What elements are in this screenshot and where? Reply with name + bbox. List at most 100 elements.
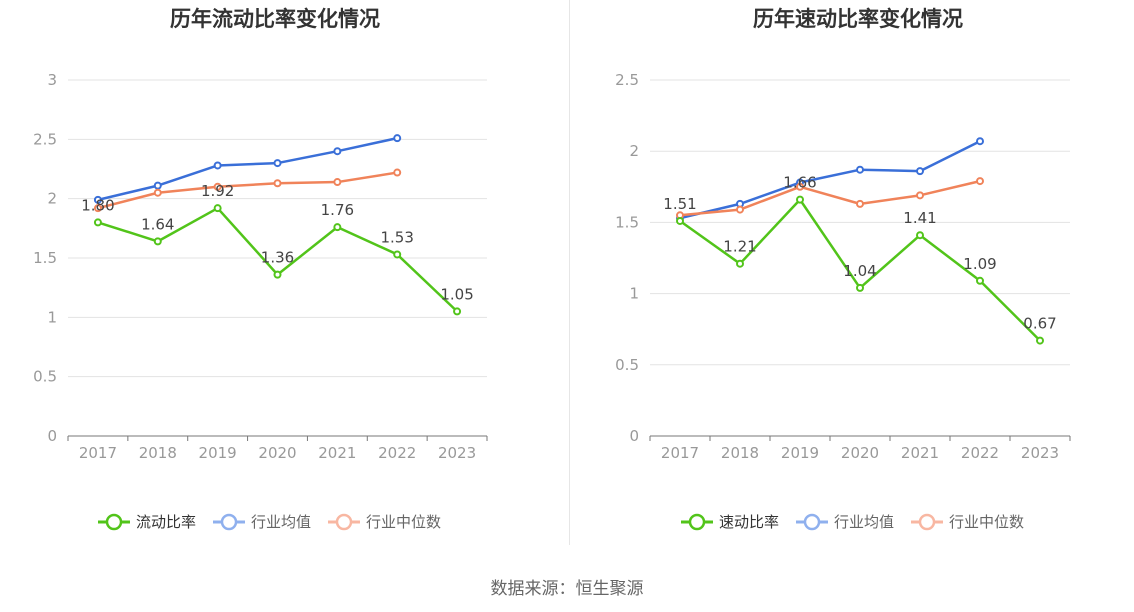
data-point-company bbox=[1036, 336, 1044, 345]
x-tick-label: 2019 bbox=[781, 444, 819, 462]
data-point-company bbox=[916, 231, 924, 240]
quick-ratio-chart: 历年速动比率变化情况 0 0.5 1 1.5 2 2.5 2017 2018 2019 2020 20… bbox=[615, 7, 1071, 531]
data-label: 1.05 bbox=[440, 285, 473, 303]
y-tick-label: 2.5 bbox=[33, 130, 57, 148]
legend-label: 行业均值 bbox=[251, 513, 311, 531]
data-point-median bbox=[153, 188, 162, 197]
y-tick-label: 1.5 bbox=[33, 249, 57, 267]
data-label: 1.04 bbox=[843, 262, 876, 280]
data-point-company bbox=[93, 218, 102, 227]
data-label: 1.92 bbox=[201, 182, 234, 200]
data-point-mean bbox=[393, 134, 402, 143]
data-point-median bbox=[213, 182, 222, 191]
legend-swatch-marker bbox=[220, 513, 238, 531]
y-tick-label: 2 bbox=[47, 190, 57, 208]
data-point-company bbox=[976, 276, 984, 285]
legend-swatch-marker bbox=[688, 513, 706, 531]
data-point-median bbox=[856, 199, 864, 208]
data-point-company bbox=[676, 216, 684, 225]
x-tick-label: 2021 bbox=[901, 444, 939, 462]
data-point-mean bbox=[93, 195, 102, 204]
data-label: 1.66 bbox=[783, 174, 816, 192]
y-tick-label: 1.5 bbox=[615, 213, 639, 231]
series-line-median bbox=[679, 179, 981, 217]
x-tick-label: 2022 bbox=[378, 444, 416, 462]
legend-item: 行业均值 bbox=[796, 513, 894, 531]
y-tick-label: 1 bbox=[629, 285, 639, 303]
data-point-company bbox=[333, 223, 342, 232]
legend-swatch-marker bbox=[335, 513, 353, 531]
data-point-mean bbox=[916, 167, 924, 176]
legend-item: 速动比率 bbox=[681, 513, 779, 531]
data-point-mean bbox=[856, 165, 864, 174]
data-label: 1.41 bbox=[903, 209, 936, 227]
y-tick-label: 2 bbox=[629, 142, 639, 160]
x-tick-label: 2022 bbox=[961, 444, 999, 462]
data-point-median bbox=[736, 205, 744, 214]
legend-swatch-marker bbox=[105, 513, 123, 531]
data-point-median bbox=[93, 204, 102, 213]
x-tick-label: 2019 bbox=[199, 444, 237, 462]
y-tick-label: 0 bbox=[629, 427, 639, 445]
data-label: 1.21 bbox=[723, 238, 756, 256]
y-tick-label: 0.5 bbox=[33, 368, 57, 386]
data-label: 1.80 bbox=[81, 196, 114, 214]
data-label: 0.67 bbox=[1023, 315, 1056, 333]
series-line-median bbox=[97, 171, 398, 210]
data-point-company bbox=[453, 307, 462, 316]
x-tick-label: 2017 bbox=[661, 444, 699, 462]
data-point-median bbox=[333, 178, 342, 187]
x-tick-label: 2023 bbox=[438, 444, 476, 462]
legend-item: 流动比率 bbox=[98, 513, 196, 531]
chart-title: 历年速动比率变化情况 bbox=[753, 7, 963, 31]
x-tick-label: 2018 bbox=[721, 444, 759, 462]
data-point-company bbox=[796, 195, 804, 204]
data-point-median bbox=[976, 177, 984, 186]
x-tick-label: 2018 bbox=[139, 444, 177, 462]
data-label: 1.51 bbox=[663, 195, 696, 213]
data-point-mean bbox=[273, 159, 282, 168]
data-source-label: 数据来源：恒生聚源 bbox=[490, 579, 644, 599]
legend-label: 流动比率 bbox=[136, 513, 196, 531]
legend-swatch-marker bbox=[918, 513, 936, 531]
data-label: 1.09 bbox=[963, 255, 996, 273]
data-point-company bbox=[153, 237, 162, 246]
x-tick-label: 2021 bbox=[318, 444, 356, 462]
data-point-median bbox=[393, 168, 402, 177]
legend-label: 行业均值 bbox=[834, 513, 894, 531]
data-point-mean bbox=[976, 137, 984, 146]
legend-item: 行业均值 bbox=[213, 513, 311, 531]
x-tick-label: 2017 bbox=[79, 444, 117, 462]
legend-item: 行业中位数 bbox=[328, 513, 441, 531]
series-line-mean bbox=[679, 140, 981, 220]
y-tick-label: 0 bbox=[47, 427, 57, 445]
legend-label: 行业中位数 bbox=[366, 513, 441, 531]
data-point-company bbox=[213, 204, 222, 213]
y-tick-label: 2.5 bbox=[615, 71, 639, 89]
current-ratio-chart: 历年流动比率变化情况 0 0.5 1 1.5 2 2.5 3 2017 2018 2019 2020 2… bbox=[33, 7, 488, 531]
data-label: 1.64 bbox=[141, 215, 174, 233]
x-tick-label: 2023 bbox=[1021, 444, 1059, 462]
data-point-mean bbox=[153, 181, 162, 190]
y-tick-label: 1 bbox=[47, 308, 57, 326]
legend-swatch-marker bbox=[803, 513, 821, 531]
chart-divider bbox=[569, 0, 570, 545]
legend-item: 行业中位数 bbox=[911, 513, 1024, 531]
data-point-company bbox=[856, 283, 864, 292]
y-tick-label: 3 bbox=[47, 71, 57, 89]
legend-label: 行业中位数 bbox=[949, 513, 1024, 531]
x-tick-label: 2020 bbox=[841, 444, 879, 462]
data-point-median bbox=[273, 179, 282, 188]
data-point-mean bbox=[213, 161, 222, 170]
data-point-company bbox=[736, 259, 744, 268]
series-line-mean bbox=[97, 136, 398, 202]
y-tick-label: 0.5 bbox=[615, 356, 639, 374]
data-point-mean bbox=[333, 147, 342, 156]
data-label: 1.76 bbox=[321, 201, 354, 219]
data-point-company bbox=[273, 270, 282, 279]
data-label: 1.53 bbox=[381, 228, 414, 246]
legend-label: 速动比率 bbox=[719, 513, 779, 531]
data-label: 1.36 bbox=[261, 249, 294, 267]
chart-title: 历年流动比率变化情况 bbox=[170, 7, 380, 31]
data-point-company bbox=[393, 250, 402, 259]
